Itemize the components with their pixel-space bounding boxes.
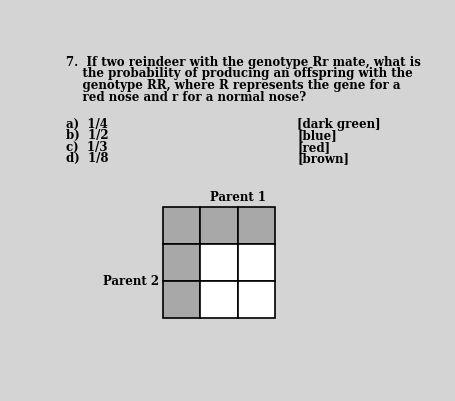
Text: genotype RR, where R represents the gene for a: genotype RR, where R represents the gene… xyxy=(66,79,400,92)
Text: [red]: [red] xyxy=(297,140,330,153)
Text: [blue]: [blue] xyxy=(297,129,336,142)
Text: [dark green]: [dark green] xyxy=(297,117,380,130)
Bar xyxy=(163,207,200,244)
Bar xyxy=(237,281,274,318)
Text: Parent 2: Parent 2 xyxy=(103,274,159,288)
Bar xyxy=(237,244,274,281)
Bar xyxy=(200,244,237,281)
Text: red nose and r for a normal nose?: red nose and r for a normal nose? xyxy=(66,90,306,103)
Text: Parent 1: Parent 1 xyxy=(209,190,265,203)
Bar xyxy=(163,281,200,318)
Bar xyxy=(163,244,200,281)
Text: c)  1/3: c) 1/3 xyxy=(66,140,107,153)
Bar xyxy=(200,207,237,244)
Text: a)  1/4: a) 1/4 xyxy=(66,117,108,130)
Bar xyxy=(200,281,237,318)
Text: b)  1/2: b) 1/2 xyxy=(66,129,109,142)
Text: the probability of producing an offspring with the: the probability of producing an offsprin… xyxy=(66,67,412,80)
Text: 7.  If two reindeer with the genotype Rr mate, what is: 7. If two reindeer with the genotype Rr … xyxy=(66,56,420,69)
Bar xyxy=(237,207,274,244)
Text: d)  1/8: d) 1/8 xyxy=(66,152,109,165)
Text: [brown]: [brown] xyxy=(297,152,349,165)
